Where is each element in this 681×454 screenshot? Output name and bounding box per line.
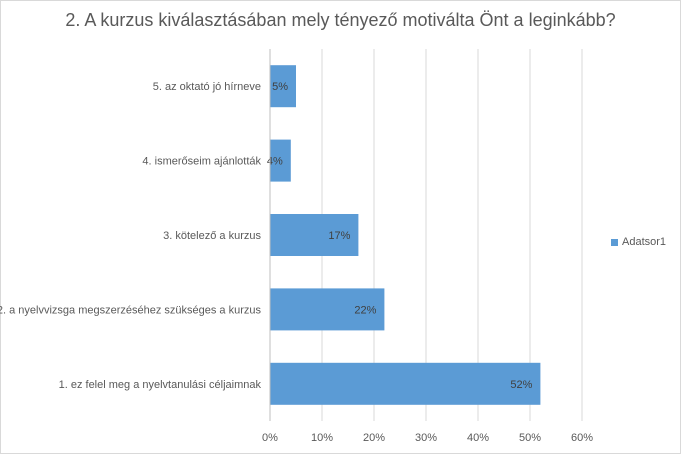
category-label: 5. az oktató jó hírneve [153,81,261,93]
data-label: 17% [328,230,350,242]
bar [270,139,291,182]
data-label: 22% [354,304,376,316]
category-label: 1. ez felel meg a nyelvtanulási céljaimn… [59,379,262,391]
bar [270,214,359,256]
category-label: 2. a nyelvvizsga megszerzéséhez szüksége… [0,304,261,316]
x-tick-label: 10% [311,432,333,444]
legend-swatch [611,238,618,246]
data-label: 5% [272,81,288,93]
legend-label: Adatsor1 [622,236,667,248]
x-tick-label: 0% [262,432,278,444]
data-label: 4% [267,156,283,168]
bar [270,288,385,331]
x-tick-label: 30% [415,432,437,444]
x-tick-label: 40% [467,432,489,444]
legend: Adatsor1 [611,236,666,248]
x-tick-label: 60% [571,432,593,444]
bar [270,65,296,108]
x-tick-label: 50% [519,432,541,444]
chart-title: 2. A kurzus kiválasztásában mely tényező… [65,10,616,30]
category-label: 3. kötelező a kurzus [163,230,261,242]
category-label: 4. ismerőseim ajánlották [142,156,261,168]
data-label: 52% [510,379,532,391]
x-tick-label: 20% [363,432,385,444]
bar [270,362,541,405]
